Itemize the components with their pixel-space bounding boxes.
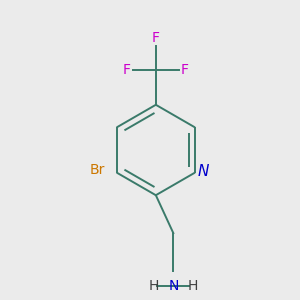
Text: H: H <box>188 279 198 292</box>
Text: N: N <box>168 279 178 292</box>
Text: F: F <box>123 63 131 77</box>
Text: Br: Br <box>90 163 105 177</box>
Text: H: H <box>148 279 159 292</box>
Text: F: F <box>152 31 160 45</box>
Text: N: N <box>197 164 209 178</box>
Text: F: F <box>181 63 189 77</box>
